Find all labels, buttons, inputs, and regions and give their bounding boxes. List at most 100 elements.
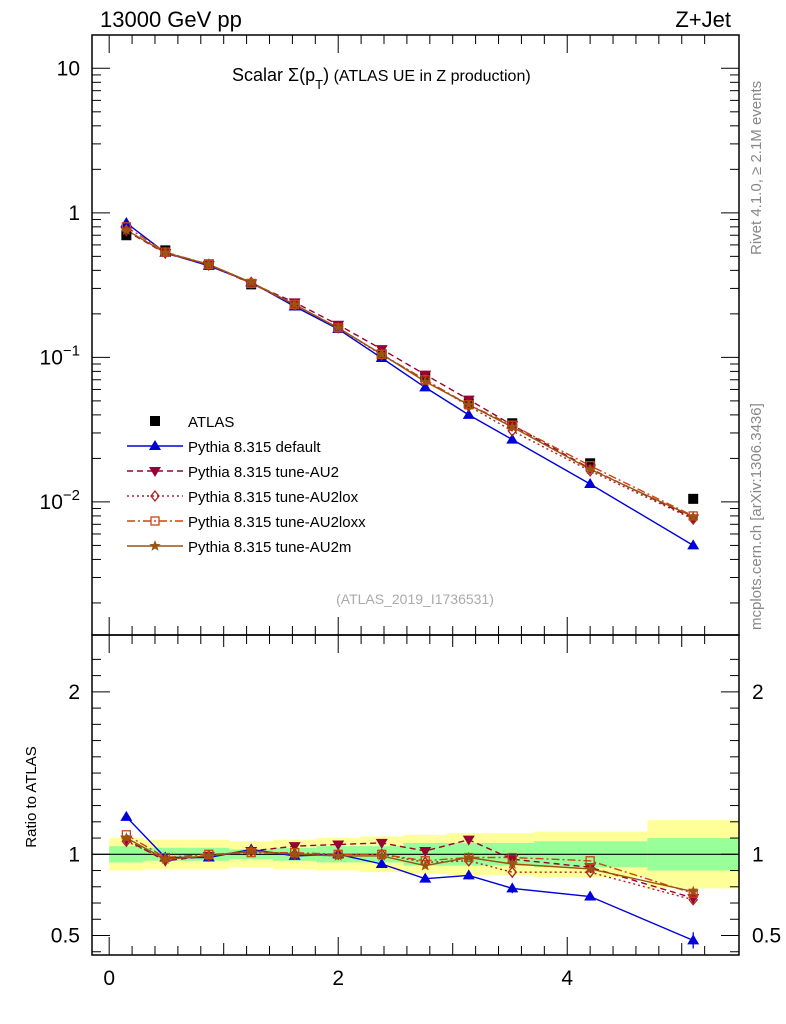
main-y-tick-exp: −2 xyxy=(63,487,80,504)
legend-marker-pythia-8-315-tune-au2loxx xyxy=(150,516,160,526)
main-title-prefix: Scalar xyxy=(232,65,288,85)
main-point-pythia-8-315-tune-au2m xyxy=(120,224,133,235)
main-point-pythia-8-315-default xyxy=(375,352,388,363)
legend-label-pythia-8-315-tune-au2: Pythia 8.315 tune-AU2 xyxy=(188,464,339,481)
main-point-pythia-8-315-tune-au2m xyxy=(687,510,699,522)
main-y-tick-exp: −1 xyxy=(63,342,80,359)
ratio-series-line-pythia-8-315-tune-au2loxx xyxy=(126,834,694,894)
ratio-point-pythia-8-315-tune-au2m xyxy=(332,849,344,861)
ratio-point-pythia-8-315-tune-au2m xyxy=(245,845,257,856)
legend-label-pythia-8-315-tune-au2lox: Pythia 8.315 tune-AU2lox xyxy=(188,489,359,506)
ratio-series-line-pythia-8-315-tune-au2lox xyxy=(126,840,694,901)
main-point-pythia-8-315-default xyxy=(584,478,597,489)
ratio-point-pythia-8-315-tune-au2m xyxy=(584,862,596,874)
ratio-y-axis-label: Ratio to ATLAS xyxy=(23,746,40,847)
ratio-y-tick-label-right: 1 xyxy=(752,843,764,866)
main-point-pythia-8-315-default xyxy=(462,408,475,419)
ratio-point-pythia-8-315-tune-au2m xyxy=(376,849,388,861)
ratio-point-pythia-8-315-tune-au2lox xyxy=(463,854,474,867)
ratio-point-pythia-8-315-default xyxy=(120,810,133,821)
ratio-point-pythia-8-315-tune-au2 xyxy=(462,835,475,846)
legend-label-pythia-8-315-tune-au2m: Pythia 8.315 tune-AU2m xyxy=(188,539,351,556)
ratio-point-pythia-8-315-tune-au2lox xyxy=(688,893,699,906)
ratio-point-pythia-8-315-tune-au2m xyxy=(203,849,215,861)
legend-marker-pythia-8-315-default xyxy=(149,440,161,450)
main-point-pythia-8-315-tune-au2m xyxy=(245,276,257,288)
main-point-pythia-8-315-default xyxy=(687,539,700,550)
ratio-panel-frame xyxy=(91,634,740,956)
ratio-point-pythia-8-315-default xyxy=(584,890,597,901)
main-point-pythia-8-315-tune-au2m xyxy=(332,321,344,333)
main-point-pythia-8-315-tune-au2lox xyxy=(688,513,699,526)
main-point-pythia-8-315-tune-au2m xyxy=(159,246,171,258)
main-point-pythia-8-315-default xyxy=(120,217,133,228)
main-point-pythia-8-315-tune-au2m xyxy=(419,375,431,387)
main-y-tick-base: 1 xyxy=(68,202,80,225)
ratio-series-line-pythia-8-315-default xyxy=(125,816,694,942)
ratio-y-tick-label-right: 0.5 xyxy=(752,925,781,948)
ratio-point-pythia-8-315-tune-au2lox xyxy=(121,835,132,848)
ratio-y-tick-label-left: 1 xyxy=(68,843,80,866)
main-point-pythia-8-315-tune-au2m xyxy=(289,298,301,310)
main-point-atlas xyxy=(585,458,596,469)
ratio-ticks: 0.5 0.5 1 1 2 2 0 2 4 xyxy=(51,635,781,990)
main-series-line-pythia-8-315-tune-au2m xyxy=(126,229,694,518)
ratio-point-pythia-8-315-tune-au2lox xyxy=(507,866,518,879)
ratio-band-layer xyxy=(92,820,739,889)
main-point-pythia-8-315-default xyxy=(419,381,432,392)
legend-marker-pythia-8-315-tune-au2 xyxy=(149,467,161,477)
ratio-point-pythia-8-315-tune-au2lox xyxy=(376,848,387,861)
mcplots-label: mcplots.cern.ch [arXiv:1306.3436] xyxy=(748,403,765,630)
ratio-y-tick-label-right: 2 xyxy=(752,681,764,704)
main-title-sigma: Σ(p xyxy=(288,65,315,85)
legend: ATLAS Pythia 8.315 default Pythia 8.315 tu… xyxy=(127,414,366,556)
ratio-point-pythia-8-315-tune-au2lox xyxy=(585,866,595,879)
ratio-point-pythia-8-315-default xyxy=(375,858,388,869)
ratio-point-pythia-8-315-tune-au2m xyxy=(463,851,475,863)
main-point-pythia-8-315-tune-au2m xyxy=(376,348,388,360)
ratio-x-tick-label: 2 xyxy=(332,967,344,990)
main-y-tick-base: 10 xyxy=(40,346,63,369)
ratio-y-tick-label-left: 0.5 xyxy=(51,925,80,948)
legend-label-pythia-8-315-default: Pythia 8.315 default xyxy=(188,439,321,456)
ratio-series-line-pythia-8-315-tune-au2m xyxy=(126,837,694,893)
main-point-pythia-8-315-tune-au2m xyxy=(463,398,475,410)
main-title-suffix: (ATLAS UE in Z production) xyxy=(329,68,531,85)
main-series-layer xyxy=(120,217,700,550)
header-right: Z+Jet xyxy=(675,7,731,32)
ratio-point-pythia-8-315-tune-au2m xyxy=(159,853,171,864)
analysis-watermark: (ATLAS_2019_I1736531) xyxy=(336,591,494,607)
ratio-point-pythia-8-315-tune-au2m xyxy=(687,885,699,897)
main-point-pythia-8-315-tune-au2m xyxy=(584,463,596,475)
ratio-point-pythia-8-315-tune-au2m xyxy=(120,832,133,843)
main-y-tick-base: 10 xyxy=(40,491,63,514)
legend-marker-pythia-8-315-tune-au2m xyxy=(149,540,161,551)
main-series-line-pythia-8-315-tune-au2lox xyxy=(126,229,694,520)
main-point-pythia-8-315-default xyxy=(506,433,519,444)
main-title-sub: T xyxy=(315,77,323,92)
legend-marker-atlas xyxy=(150,416,160,426)
main-title-close: ) xyxy=(323,65,329,85)
header-left: 13000 GeV pp xyxy=(100,7,242,32)
ratio-series-layer xyxy=(120,810,700,949)
main-y-tick-label: 10−2 xyxy=(40,487,80,514)
ratio-x-tick-label: 4 xyxy=(561,967,573,990)
main-y-tick-label: 1 xyxy=(68,202,80,225)
ratio-point-pythia-8-315-tune-au2m xyxy=(506,858,518,869)
legend-marker-pythia-8-315-tune-au2lox xyxy=(150,489,160,503)
ratio-point-pythia-8-315-tune-au2 xyxy=(332,840,345,851)
ratio-point-pythia-8-315-default xyxy=(419,872,432,883)
main-point-pythia-8-315-tune-au2m xyxy=(506,421,518,432)
ratio-point-pythia-8-315-tune-au2m xyxy=(419,859,431,871)
rivet-version-label: Rivet 4.1.0, ≥ 2.1M events xyxy=(748,81,765,255)
ratio-point-pythia-8-315-default xyxy=(687,934,700,945)
ratio-y-tick-label-left: 2 xyxy=(68,681,80,704)
ratio-point-pythia-8-315-tune-au2 xyxy=(288,842,301,853)
ratio-point-pythia-8-315-default xyxy=(462,869,475,880)
ratio-x-tick-label: 0 xyxy=(103,967,115,990)
ratio-point-pythia-8-315-default xyxy=(506,882,519,893)
main-y-tick-base: 10 xyxy=(57,57,80,80)
main-point-pythia-8-315-tune-au2lox xyxy=(420,373,431,386)
